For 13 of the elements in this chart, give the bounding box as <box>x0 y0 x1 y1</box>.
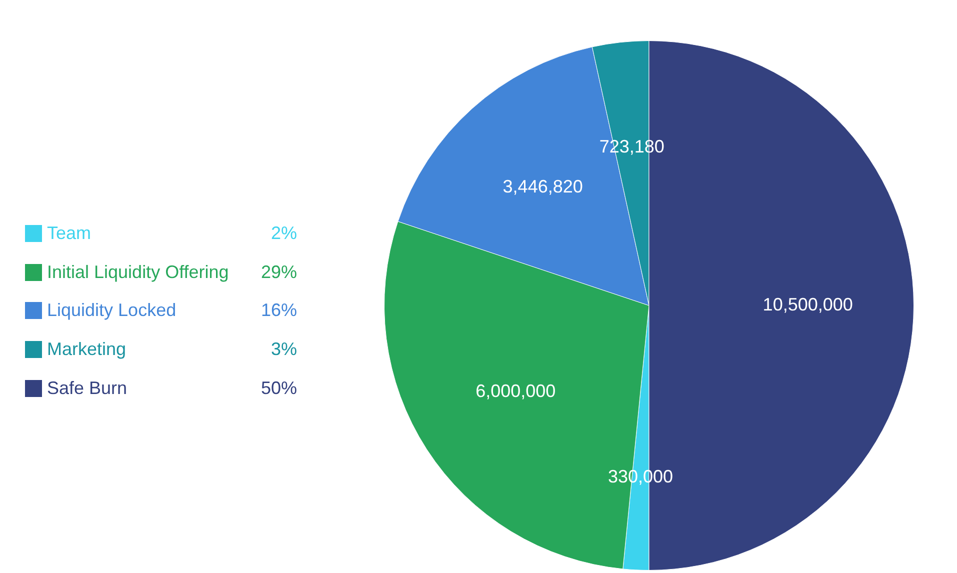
legend-label: Team <box>47 222 92 244</box>
legend-label: Liquidity Locked <box>47 300 178 322</box>
data-label: 10,500,000 <box>762 294 853 314</box>
text: 2% <box>270 222 297 244</box>
text: 29% <box>260 262 297 283</box>
data-label: 6,000,000 <box>476 380 556 401</box>
text: 16% <box>260 300 297 322</box>
legend-label: Safe Burn <box>47 378 128 399</box>
data-label: 3,446,820 <box>502 176 583 196</box>
legend-label: Marketing <box>47 338 128 360</box>
text: 50% <box>260 378 297 399</box>
text: 3% <box>270 338 297 360</box>
legend-label: Initial Liquidity Offering <box>47 262 230 283</box>
